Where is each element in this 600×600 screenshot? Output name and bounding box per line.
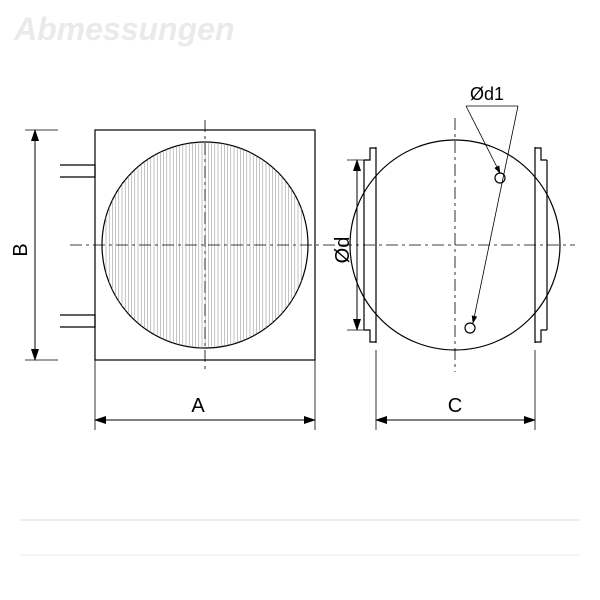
dim-d: Ød bbox=[332, 160, 364, 330]
dim-a-label: A bbox=[191, 395, 205, 417]
dim-d1: Ød1 bbox=[466, 84, 518, 323]
dim-d-label: Ød bbox=[332, 237, 354, 264]
dim-c: C bbox=[376, 350, 535, 430]
port-2 bbox=[465, 323, 475, 333]
dim-c-label: C bbox=[448, 395, 462, 417]
dim-a: A bbox=[95, 360, 315, 430]
technical-drawing: Abmessungen A B bbox=[0, 0, 600, 600]
front-brackets bbox=[60, 165, 95, 327]
watermark-text: Abmessungen bbox=[13, 11, 234, 47]
side-view: C Ød Ød1 bbox=[332, 84, 575, 430]
dim-b: B bbox=[10, 130, 58, 360]
front-view: A B bbox=[10, 120, 340, 430]
dim-d1-label: Ød1 bbox=[470, 84, 504, 104]
dim-b-label: B bbox=[10, 243, 32, 256]
